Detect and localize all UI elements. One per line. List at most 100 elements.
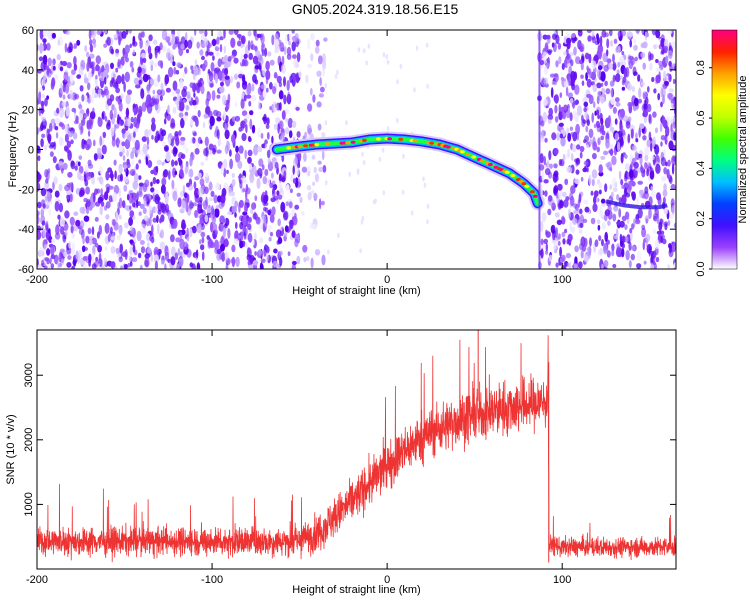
faint-speckle (359, 248, 362, 254)
top-y-tick-label: 40 (22, 65, 34, 77)
noise-speckle (602, 266, 608, 269)
noise-speckle (183, 241, 189, 251)
noise-speckle (285, 201, 290, 207)
noise-speckle (173, 218, 178, 229)
noise-speckle (117, 201, 121, 209)
noise-speckle (115, 67, 119, 73)
noise-speckle (41, 117, 46, 122)
noise-speckle (568, 92, 573, 99)
noise-speckle (254, 195, 258, 202)
noise-speckle (601, 263, 604, 269)
noise-speckle (634, 97, 639, 107)
noise-speckle (67, 171, 73, 178)
noise-speckle (548, 195, 553, 202)
noise-speckle (240, 35, 246, 45)
noise-speckle (247, 30, 252, 37)
noise-speckle (654, 144, 660, 156)
faint-speckle (372, 199, 376, 205)
noise-speckle (97, 263, 100, 269)
noise-speckle (89, 53, 95, 59)
noise-speckle (606, 117, 612, 124)
noise-speckle (127, 262, 131, 268)
noise-speckle (603, 260, 609, 268)
noise-speckle (262, 222, 266, 232)
noise-speckle (83, 140, 87, 145)
noise-speckle (215, 182, 221, 191)
noise-speckle (106, 122, 111, 130)
noise-speckle (101, 144, 107, 155)
noise-speckle (592, 203, 598, 213)
noise-speckle (49, 257, 52, 265)
noise-speckle (204, 37, 208, 47)
noise-speckle (118, 163, 123, 173)
noise-speckle (160, 214, 165, 223)
noise-speckle (561, 191, 567, 198)
noise-speckle (666, 136, 671, 142)
noise-speckle (73, 120, 79, 125)
noise-speckle (107, 233, 111, 243)
colorbar-tick-label: 0.4 (695, 161, 707, 176)
noise-speckle (132, 202, 136, 208)
noise-speckle (552, 205, 555, 211)
noise-speckle (150, 78, 154, 86)
noise-speckle (266, 132, 270, 140)
noise-speckle (138, 182, 144, 187)
noise-speckle (579, 145, 585, 153)
noise-speckle (577, 30, 583, 37)
noise-speckle (132, 180, 139, 190)
noise-speckle (54, 190, 60, 198)
noise-speckle (218, 225, 221, 231)
noise-speckle (205, 98, 209, 107)
noise-speckle (254, 232, 257, 241)
noise-speckle (236, 33, 242, 38)
noise-speckle (200, 85, 205, 95)
noise-speckle (245, 123, 248, 134)
ridge-hotspot (532, 194, 538, 198)
noise-speckle (322, 165, 327, 173)
noise-speckle (667, 30, 673, 35)
noise-speckle (646, 103, 652, 113)
noise-speckle (618, 208, 622, 218)
noise-speckle (113, 107, 117, 119)
ridge-hotspot (516, 178, 521, 182)
noise-speckle (77, 161, 81, 167)
noise-speckle (53, 176, 58, 185)
snr-line (37, 335, 676, 563)
noise-speckle (628, 181, 633, 191)
noise-speckle (250, 44, 256, 51)
noise-speckle (118, 214, 122, 220)
noise-speckle (663, 45, 668, 50)
noise-speckle (65, 105, 70, 117)
noise-speckle (72, 132, 78, 140)
noise-speckle (236, 81, 241, 89)
noise-speckle (127, 89, 132, 95)
noise-speckle (126, 149, 129, 157)
noise-speckle (109, 109, 114, 120)
noise-speckle (573, 46, 577, 56)
noise-speckle (216, 149, 222, 154)
noise-speckle (644, 186, 649, 195)
noise-speckle (154, 260, 158, 269)
faint-speckle (401, 189, 405, 195)
noise-speckle (222, 227, 226, 239)
noise-speckle (655, 163, 661, 174)
noise-speckle (39, 42, 43, 54)
noise-speckle (281, 110, 286, 120)
noise-speckle (44, 195, 48, 202)
noise-speckle (566, 54, 570, 60)
noise-speckle (89, 39, 93, 46)
noise-speckle (86, 138, 92, 149)
noise-speckle (309, 87, 313, 96)
noise-speckle (307, 63, 313, 69)
faint-speckle (415, 45, 419, 51)
bottom-y-tick-label: 3000 (23, 363, 35, 387)
noise-speckle (85, 108, 90, 115)
noise-speckle (129, 226, 134, 235)
noise-speckle (130, 116, 134, 123)
noise-speckle (207, 91, 210, 96)
noise-speckle (618, 170, 622, 180)
noise-speckle (144, 257, 150, 268)
noise-speckle (627, 116, 632, 122)
noise-speckle (148, 216, 152, 227)
noise-speckle (100, 201, 105, 207)
